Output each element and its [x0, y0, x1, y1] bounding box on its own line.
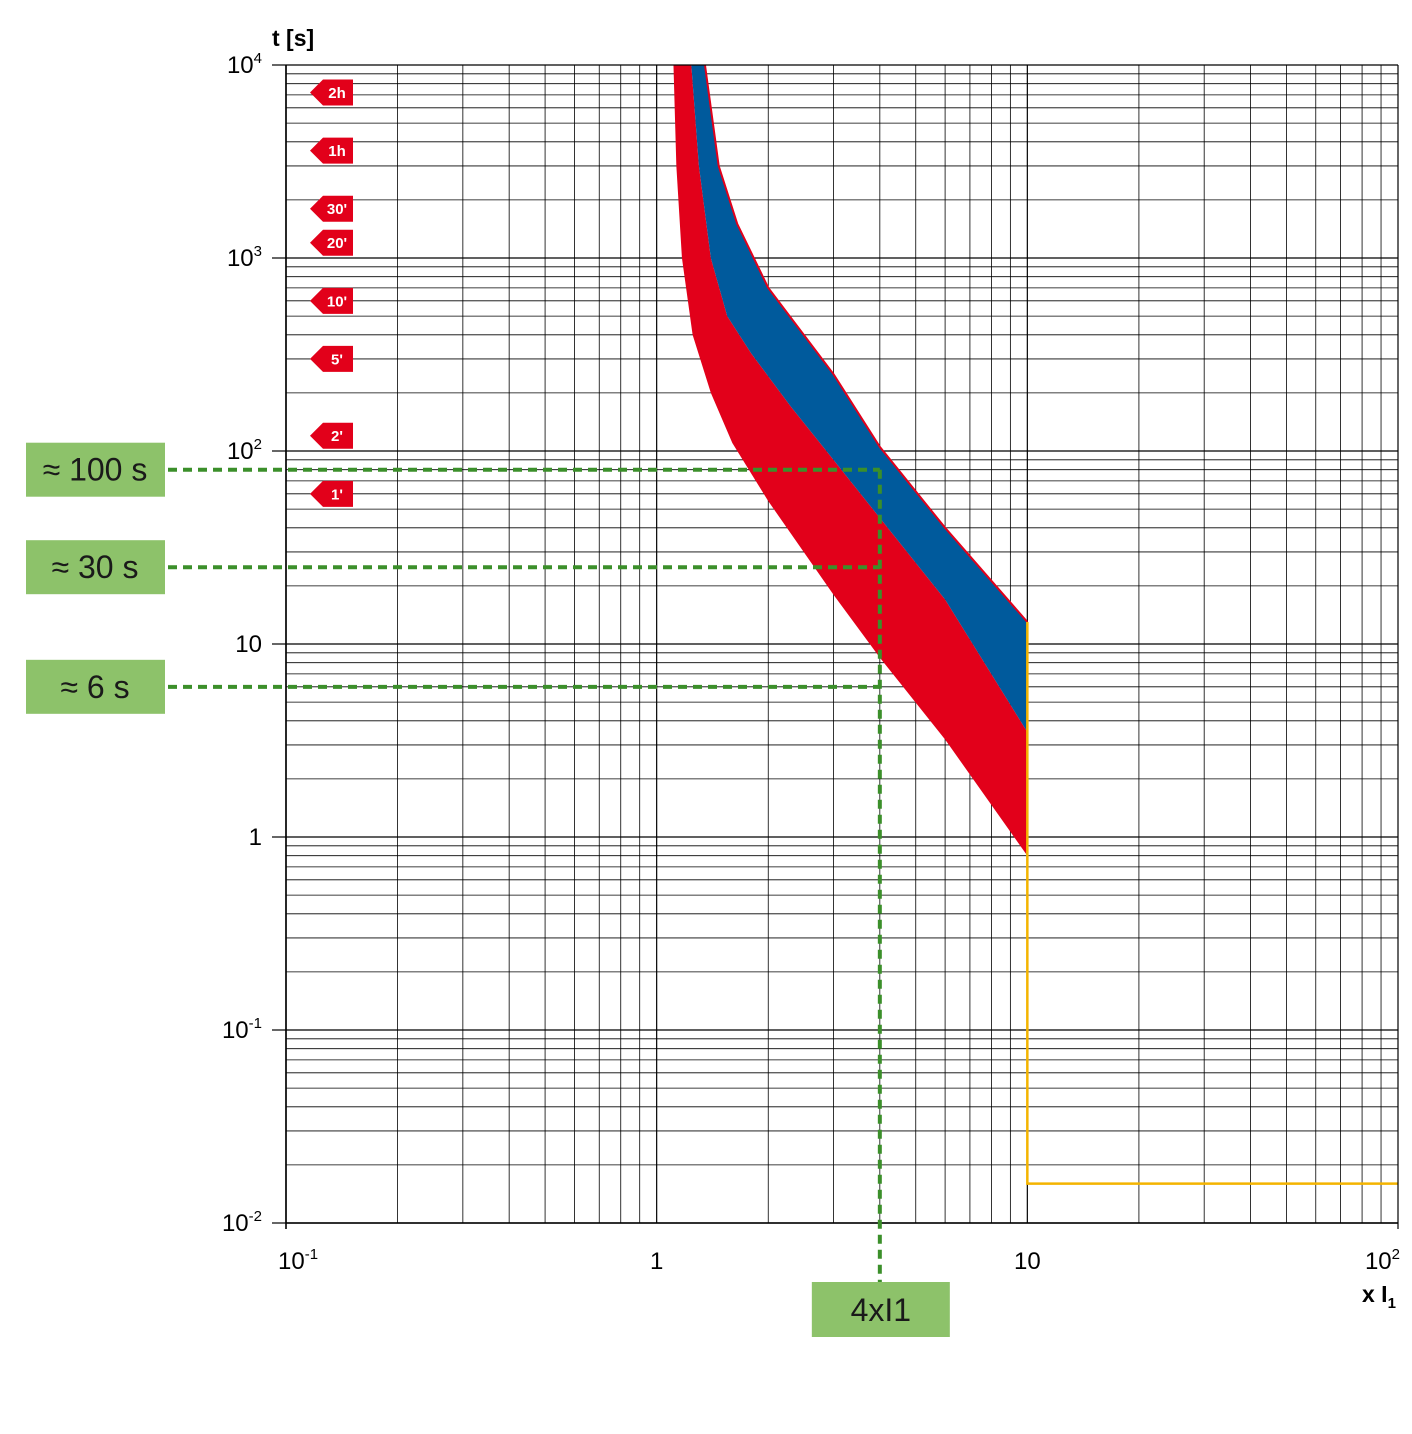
time-marker-tag	[310, 79, 353, 106]
time-marker: 1'	[310, 480, 353, 507]
y-mark-box-bg	[26, 540, 165, 595]
y-mark-label: ≈ 6 s	[60, 669, 129, 705]
time-marker-label: 30'	[327, 201, 347, 218]
x-mark-label: 4xI1	[851, 1292, 911, 1328]
y-tick-label: 1	[249, 824, 262, 851]
time-marker-label: 2h	[328, 85, 346, 102]
time-marker: 2h	[310, 79, 353, 106]
x-tick-label: 10	[1014, 1248, 1041, 1275]
x-tick-label: 102	[1365, 1246, 1400, 1275]
time-marker-label: 1h	[328, 143, 346, 160]
y-mark-box: ≈ 6 s	[26, 659, 165, 714]
y-mark-box: ≈ 30 s	[26, 540, 165, 595]
y-tick-label: 10-1	[222, 1015, 262, 1044]
time-marker: 5'	[310, 345, 353, 372]
red-band	[673, 65, 1028, 856]
time-marker-tag	[310, 345, 353, 372]
time-marker-tag	[310, 287, 353, 314]
instantaneous-trip-line-path	[1026, 622, 1398, 1185]
instantaneous-trip-line	[1026, 622, 1398, 1185]
time-marker-label: 1'	[331, 486, 343, 503]
x-mark-box: 4xI1	[811, 1282, 950, 1337]
x-axis-label: x I1	[1362, 1281, 1396, 1312]
time-marker-tag	[310, 480, 353, 507]
grid	[285, 65, 1398, 1224]
y-tick-label: 104	[227, 50, 262, 79]
plot-frame	[285, 64, 1399, 1229]
time-marker-tag	[310, 229, 353, 256]
y-mark-label: ≈ 30 s	[52, 549, 139, 585]
time-marker: 20'	[310, 229, 353, 256]
y-mark-box-bg	[26, 659, 165, 714]
y-tick-label: 10	[235, 631, 262, 658]
time-marker-label: 10'	[327, 293, 347, 310]
y-tick-label: 103	[227, 243, 262, 272]
time-marker-tag	[310, 137, 353, 164]
time-marker-label: 20'	[327, 235, 347, 252]
annotations: ≈ 100 s ≈ 30 s ≈ 6 s 4xI1	[26, 442, 950, 1337]
blue-band-edge	[703, 64, 1029, 623]
time-marker-label: 5'	[331, 351, 343, 368]
time-marker: 2'	[310, 422, 353, 449]
x-mark-box-bg	[811, 1282, 950, 1337]
y-mark-label: ≈ 100 s	[43, 452, 148, 488]
tripping-bands	[673, 64, 1029, 856]
y-mark-box: ≈ 100 s	[26, 442, 165, 497]
y-mark-box-bg	[26, 442, 165, 497]
time-markers: 2h 1h 30' 20' 10' 5' 2' 1'	[310, 79, 353, 507]
blue-band	[691, 65, 1028, 732]
time-marker-label: 2'	[331, 428, 343, 445]
time-marker-tag	[310, 422, 353, 449]
time-marker: 10'	[310, 287, 353, 314]
y-tick-label: 102	[227, 436, 262, 465]
y-tick-label: 10-2	[222, 1208, 262, 1237]
y-axis-label: t [s]	[272, 25, 314, 51]
time-marker: 30'	[310, 195, 353, 222]
time-marker: 1h	[310, 137, 353, 164]
x-tick-label: 1	[650, 1248, 663, 1275]
x-tick-label: 10-1	[278, 1246, 318, 1275]
time-marker-tag	[310, 195, 353, 222]
